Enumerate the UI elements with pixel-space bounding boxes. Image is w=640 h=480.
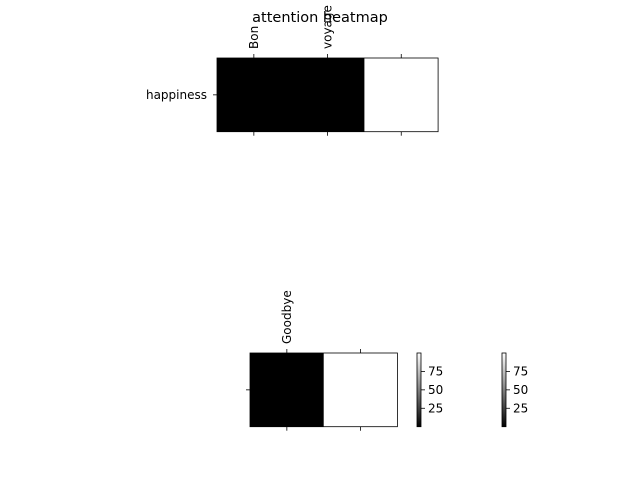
colorbar-left: 25 50 75 (416, 352, 443, 428)
hm0-cell-0-0 (217, 58, 291, 132)
heatmap-bottom: Goodbye (246, 290, 398, 431)
hm0-cell-0-2 (364, 58, 439, 132)
cb1-tick-label-1: 50 (513, 383, 528, 397)
chart-title: attention heatmap (252, 10, 388, 26)
cb0-tick-label-2: 75 (428, 364, 443, 378)
hm1-xtick-label-0: Goodbye (280, 290, 294, 344)
cb0-gradient (417, 353, 421, 427)
heatmap-top: Bon voyage happiness (146, 5, 439, 136)
cb0-tick-label-0: 25 (428, 401, 443, 415)
hm1-cell-0-1 (323, 353, 398, 427)
hm0-xtick-label-0: Bon (247, 26, 261, 49)
cb0-tick-label-1: 50 (428, 383, 443, 397)
hm0-xtick-label-1: voyage (321, 5, 335, 49)
cb1-tick-label-2: 75 (513, 364, 528, 378)
colorbar-right: 25 50 75 (501, 352, 528, 428)
hm1-cell-0-0 (250, 353, 324, 427)
hm0-cell-0-1 (290, 58, 365, 132)
cb1-tick-label-0: 25 (513, 401, 528, 415)
cb1-gradient (502, 353, 506, 427)
hm0-ytick-label-0: happiness (146, 88, 207, 102)
